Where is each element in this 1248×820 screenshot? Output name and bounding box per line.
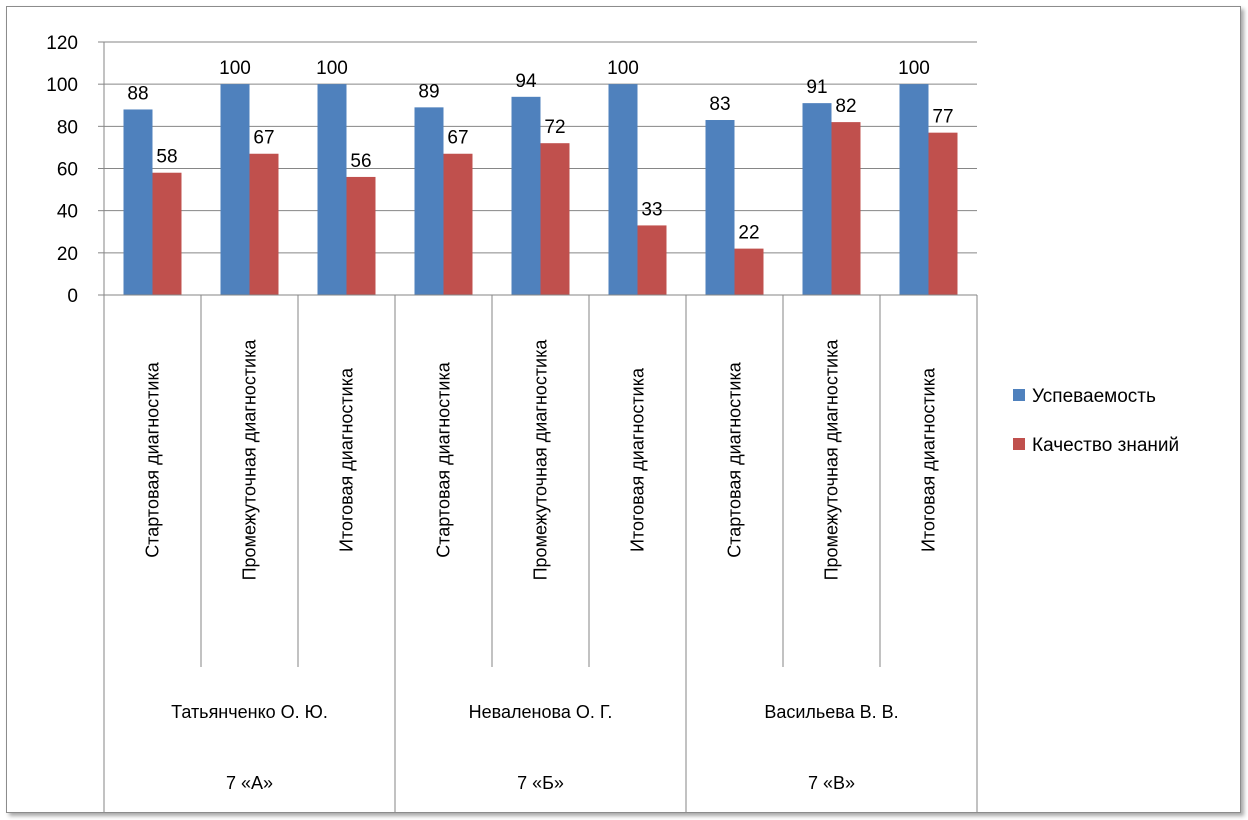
class-label: 7 «Б» <box>517 773 564 793</box>
bar-kachestvo <box>152 172 182 295</box>
data-label: 100 <box>898 58 930 79</box>
data-label: 56 <box>350 151 371 172</box>
legend-swatch <box>1013 389 1025 401</box>
bar-uspevaemost <box>511 96 541 295</box>
y-tick-label: 100 <box>46 75 78 96</box>
y-tick-label: 120 <box>46 33 78 54</box>
bar-kachestvo <box>928 132 958 295</box>
category-label: Промежуточная диагностика <box>531 339 551 581</box>
legend-label: Качество знаний <box>1032 435 1179 456</box>
bar-uspevaemost <box>608 84 638 296</box>
data-label: 77 <box>932 107 953 128</box>
y-tick-label: 60 <box>57 160 78 181</box>
bar-kachestvo <box>734 248 764 295</box>
data-label: 58 <box>156 147 177 168</box>
bar-kachestvo <box>831 122 861 295</box>
teacher-label: Васильева В. В. <box>764 702 898 722</box>
class-label: 7 «А» <box>226 773 273 793</box>
bar-kachestvo <box>540 143 570 295</box>
y-tick-label: 80 <box>57 117 78 138</box>
legend-label: Успеваемость <box>1032 386 1156 407</box>
category-label: Стартовая диагностика <box>434 361 454 557</box>
bar-kachestvo <box>346 176 376 295</box>
data-label: 88 <box>127 83 148 104</box>
y-tick-label: 0 <box>67 286 78 307</box>
data-label: 67 <box>253 128 274 149</box>
bar-kachestvo <box>637 225 667 295</box>
data-label: 67 <box>447 128 468 149</box>
teacher-label: Татьянченко О. Ю. <box>171 702 328 722</box>
data-label: 83 <box>709 94 730 115</box>
data-label: 94 <box>515 71 537 92</box>
data-label: 91 <box>806 77 827 98</box>
bar-uspevaemost <box>899 84 929 296</box>
legend-swatch <box>1013 438 1025 450</box>
bar-uspevaemost <box>802 103 832 296</box>
bar-uspevaemost <box>705 120 735 295</box>
data-label: 100 <box>316 58 348 79</box>
bar-kachestvo <box>443 153 473 295</box>
teacher-label: Неваленова О. Г. <box>469 702 613 722</box>
data-label: 33 <box>641 199 662 220</box>
data-label: 82 <box>835 96 856 117</box>
category-label: Итоговая диагностика <box>337 367 357 552</box>
data-label: 72 <box>544 117 565 138</box>
bar-kachestvo <box>249 153 279 295</box>
bar-uspevaemost <box>220 84 250 296</box>
data-label: 22 <box>738 223 759 244</box>
category-label: Промежуточная диагностика <box>240 339 260 581</box>
y-tick-label: 40 <box>57 202 78 223</box>
bar-uspevaemost <box>317 84 347 296</box>
data-label: 100 <box>607 58 639 79</box>
category-label: Стартовая диагностика <box>143 361 163 557</box>
data-label: 89 <box>418 81 439 102</box>
category-label: Стартовая диагностика <box>725 361 745 557</box>
y-tick-label: 20 <box>57 244 78 265</box>
category-label: Промежуточная диагностика <box>822 339 842 581</box>
category-label: Итоговая диагностика <box>919 367 939 552</box>
bar-uspevaemost <box>414 107 444 295</box>
category-label: Итоговая диагностика <box>628 367 648 552</box>
bar-uspevaemost <box>123 109 153 295</box>
class-label: 7 «В» <box>808 773 855 793</box>
data-label: 100 <box>219 58 251 79</box>
